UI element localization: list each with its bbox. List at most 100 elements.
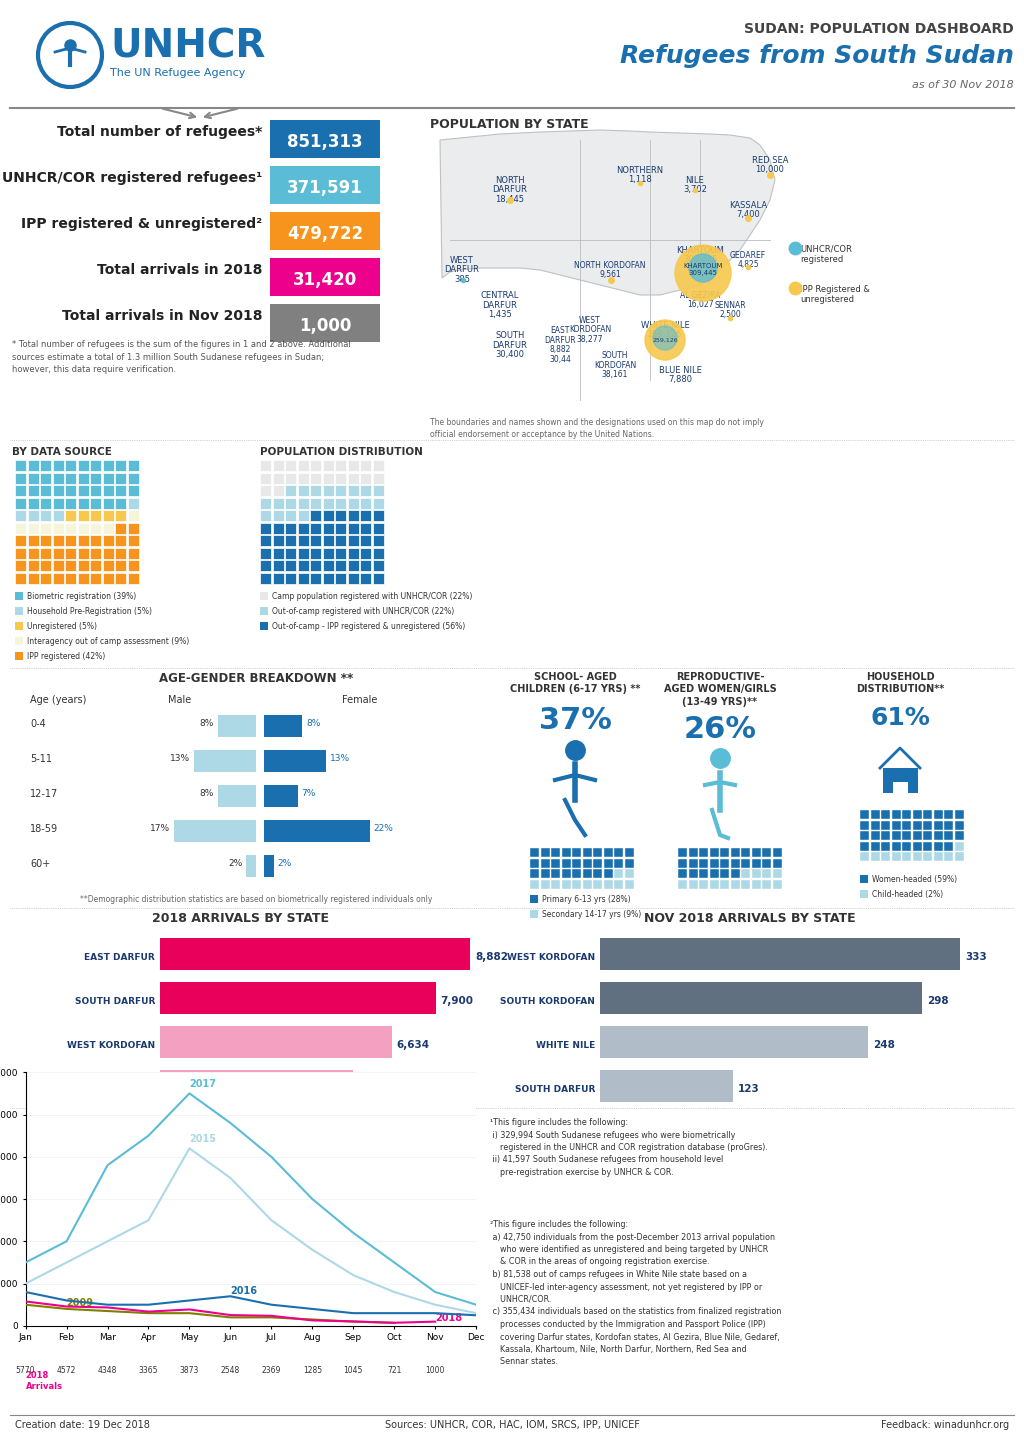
Text: UNHCR/COR
registered: UNHCR/COR registered [800,245,852,264]
Bar [15,652,23,659]
Polygon shape [440,130,775,296]
Bar [772,858,781,868]
Bar [944,852,953,861]
Text: Child-headed (2%): Child-headed (2%) [872,890,943,898]
Text: IPP registered (42%): IPP registered (42%) [27,652,105,661]
Bar [860,810,869,819]
Text: 4348: 4348 [98,1366,117,1375]
Bar [115,472,126,484]
Bar [128,510,138,522]
Bar [15,485,26,496]
Bar [934,852,942,861]
2015 [470,1304,482,1321]
Bar [335,510,346,522]
Bar [272,523,284,533]
Bar [934,820,942,829]
Bar [860,890,868,898]
Bar [892,830,900,840]
2018 [60,1298,73,1316]
Bar [720,858,729,868]
Bar [583,880,592,888]
Bar [699,880,708,888]
Text: NORTH
DARFUR
18,445: NORTH DARFUR 18,445 [493,175,527,204]
2016 [388,1304,400,1321]
Bar [323,559,334,571]
Bar [730,880,739,888]
Bar [65,535,76,546]
Bar [752,848,761,856]
Text: 2,471: 2,471 [251,1127,285,1137]
Bar [128,485,138,496]
2015 [429,1295,441,1313]
Bar [625,880,634,888]
2018 [142,1303,155,1320]
Bar [860,875,868,882]
Bar [310,559,321,571]
Text: SOUTH
DARFUR
30,400: SOUTH DARFUR 30,400 [493,330,527,359]
Bar [260,572,271,584]
Text: 60+: 60+ [30,859,50,869]
Text: Creation date: 19 Dec 2018: Creation date: 19 Dec 2018 [15,1420,150,1430]
Bar [625,858,634,868]
Bar [752,869,761,878]
Bar [360,472,371,484]
Bar [678,869,687,878]
Text: CENTRAL
DARFUR
1,435: CENTRAL DARFUR 1,435 [481,291,519,319]
2017 [19,1253,32,1271]
Text: SOUTH DARFUR: SOUTH DARFUR [75,997,155,1006]
Text: 0-4: 0-4 [30,719,46,729]
Bar [160,938,470,969]
Bar [40,459,51,471]
Text: 5-11: 5-11 [30,753,52,764]
Bar [614,858,623,868]
Bar [128,472,138,484]
Text: 22%: 22% [374,824,393,833]
Bar [772,880,781,888]
Bar [102,497,114,509]
2017 [101,1156,114,1174]
Text: EAST DARFUR: EAST DARFUR [84,952,155,962]
Bar [614,869,623,878]
Bar [541,869,550,878]
Text: 1285: 1285 [303,1366,322,1375]
Bar [923,842,932,851]
Text: 721: 721 [387,1366,401,1375]
Bar [52,510,63,522]
Text: ¹This figure includes the following:
 i) 329,994 South Sudanese refugees who wer: ¹This figure includes the following: i) … [490,1119,768,1177]
Bar [52,459,63,471]
Bar [323,572,334,584]
Text: IPP Registered &
unregistered: IPP Registered & unregistered [800,285,869,304]
2017 [429,1284,441,1301]
Bar [15,593,23,600]
Bar [65,559,76,571]
Bar [530,895,538,903]
Bar [270,304,380,342]
Bar [860,842,869,851]
Bar [373,497,384,509]
2016 [470,1307,482,1324]
Text: Primary 6-13 yrs (28%): Primary 6-13 yrs (28%) [542,895,631,904]
Bar [285,510,296,522]
Bar [115,548,126,558]
Bar [699,869,708,878]
2015 [306,1240,318,1258]
Bar [892,842,900,851]
Bar [15,607,23,614]
Bar [335,485,346,496]
Text: BLUE NILE
7,880: BLUE NILE 7,880 [658,365,701,384]
Bar [551,848,560,856]
Bar [28,523,39,533]
Bar [128,572,138,584]
Bar [90,535,101,546]
Bar [260,559,271,571]
Bar [174,820,256,842]
Bar [270,120,380,158]
Bar [551,880,560,888]
Bar [373,472,384,484]
Bar [15,472,26,484]
Bar [298,459,308,471]
Bar [572,848,581,856]
Bar [217,785,256,807]
Bar [128,497,138,509]
Bar [741,880,750,888]
